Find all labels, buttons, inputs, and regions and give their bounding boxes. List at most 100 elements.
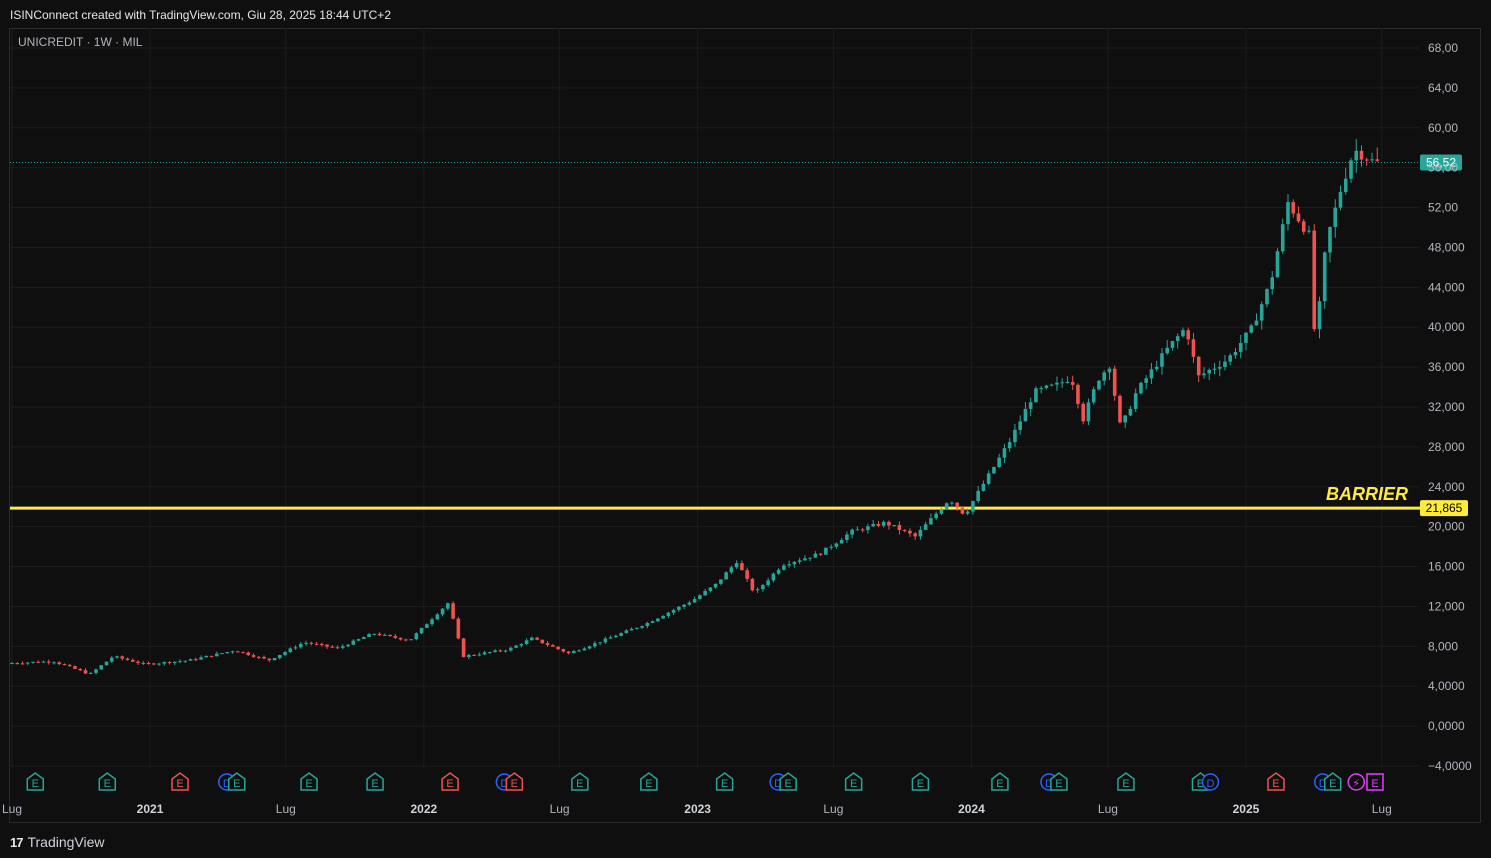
candle-body[interactable]: [939, 509, 944, 514]
candle-body[interactable]: [619, 633, 623, 636]
candle-body[interactable]: [414, 633, 419, 640]
candle-body[interactable]: [1002, 448, 1007, 458]
candle-body[interactable]: [913, 533, 917, 537]
candle-body[interactable]: [267, 658, 272, 661]
candle-body[interactable]: [1364, 159, 1369, 161]
candle-body[interactable]: [1217, 366, 1222, 369]
candle-body[interactable]: [1228, 355, 1233, 362]
candle-body[interactable]: [1249, 325, 1254, 333]
candle-body[interactable]: [10, 663, 14, 665]
candle-body[interactable]: [724, 572, 728, 580]
candle-body[interactable]: [519, 644, 524, 646]
event-marker-shape[interactable]: [505, 772, 524, 791]
candle-body[interactable]: [782, 565, 786, 570]
candle-body[interactable]: [1065, 381, 1070, 383]
candle-body[interactable]: [409, 639, 413, 641]
event-marker-shape[interactable]: [1267, 772, 1285, 791]
candle-body[interactable]: [530, 637, 534, 641]
candle-body[interactable]: [1312, 230, 1317, 330]
candle-body[interactable]: [346, 644, 350, 647]
candle-body[interactable]: [540, 639, 545, 644]
candle-body[interactable]: [876, 523, 881, 526]
candle-body[interactable]: [99, 665, 104, 670]
candle-body[interactable]: [703, 590, 707, 596]
candle-body[interactable]: [383, 634, 387, 636]
candle-body[interactable]: [1375, 159, 1380, 161]
candle-body[interactable]: [745, 570, 749, 579]
event-marker-shape[interactable]: [1366, 773, 1384, 791]
candle-body[interactable]: [750, 578, 755, 591]
candle-body[interactable]: [372, 633, 377, 635]
candle-body[interactable]: [566, 651, 571, 654]
candle-body[interactable]: [1370, 159, 1374, 161]
candle-body[interactable]: [923, 524, 928, 530]
candle-body[interactable]: [1207, 369, 1212, 374]
event-marker-shape[interactable]: [715, 772, 734, 791]
candle-body[interactable]: [309, 642, 314, 644]
candle-body[interactable]: [136, 661, 140, 664]
candle-body[interactable]: [1196, 356, 1201, 376]
candle-body[interactable]: [929, 518, 933, 525]
event-marker-shape[interactable]: [844, 772, 863, 791]
candle-body[interactable]: [897, 525, 902, 531]
candle-body[interactable]: [740, 563, 744, 571]
candle-body[interactable]: [1338, 191, 1343, 208]
candle-body[interactable]: [551, 645, 555, 647]
candle-body[interactable]: [629, 628, 634, 631]
candle-body[interactable]: [934, 513, 938, 519]
candle-body[interactable]: [109, 657, 114, 662]
candle-body[interactable]: [209, 655, 214, 657]
event-marker-shape[interactable]: [228, 772, 246, 791]
candle-body[interactable]: [225, 651, 230, 654]
candle-body[interactable]: [251, 655, 256, 657]
candle-body[interactable]: [446, 603, 450, 609]
candle-body[interactable]: [1007, 442, 1012, 449]
candle-body[interactable]: [1307, 230, 1311, 232]
candle-body[interactable]: [1270, 277, 1275, 290]
candle-body[interactable]: [803, 558, 807, 561]
candle-body[interactable]: [1233, 351, 1238, 356]
candle-body[interactable]: [1107, 368, 1112, 373]
candle-body[interactable]: [1359, 150, 1364, 160]
candle-body[interactable]: [761, 585, 765, 590]
candle-body[interactable]: [577, 650, 581, 652]
chart-frame[interactable]: [9, 28, 1481, 823]
candle-body[interactable]: [204, 655, 209, 658]
candle-body[interactable]: [624, 630, 629, 634]
candle-body[interactable]: [94, 669, 98, 673]
candle-body[interactable]: [1123, 415, 1128, 423]
candle-body[interactable]: [1023, 408, 1028, 422]
candle-body[interactable]: [193, 659, 198, 661]
candle-body[interactable]: [419, 627, 424, 634]
candle-body[interactable]: [1291, 202, 1296, 214]
candle-body[interactable]: [1086, 402, 1091, 422]
candle-body[interactable]: [892, 525, 896, 527]
candle-body[interactable]: [755, 589, 760, 591]
candle-body[interactable]: [36, 661, 41, 663]
candle-body[interactable]: [1301, 221, 1306, 232]
candle-body[interactable]: [997, 457, 1001, 467]
candle-body[interactable]: [713, 583, 718, 588]
candle-body[interactable]: [1322, 252, 1327, 302]
candle-body[interactable]: [682, 604, 686, 607]
candle-body[interactable]: [608, 637, 613, 639]
candle-body[interactable]: [78, 668, 83, 671]
event-marker-shape[interactable]: [1117, 772, 1135, 791]
candle-body[interactable]: [1076, 384, 1080, 404]
event-marker-shape[interactable]: [779, 772, 797, 791]
candle-body[interactable]: [1333, 207, 1338, 228]
candle-body[interactable]: [887, 521, 891, 526]
candle-body[interactable]: [587, 646, 592, 649]
event-marker-shape[interactable]: [571, 772, 589, 791]
event-marker-shape[interactable]: [26, 772, 45, 791]
tradingview-logo[interactable]: 17 TradingView: [10, 834, 105, 850]
candle-body[interactable]: [1212, 368, 1217, 370]
candle-body[interactable]: [162, 662, 167, 664]
candle-body[interactable]: [1275, 251, 1280, 278]
candle-body[interactable]: [461, 638, 466, 658]
candle-body[interactable]: [151, 663, 156, 665]
candle-body[interactable]: [818, 553, 823, 555]
candle-body[interactable]: [1128, 408, 1133, 416]
candle-body[interactable]: [944, 503, 949, 510]
candle-body[interactable]: [960, 507, 965, 514]
